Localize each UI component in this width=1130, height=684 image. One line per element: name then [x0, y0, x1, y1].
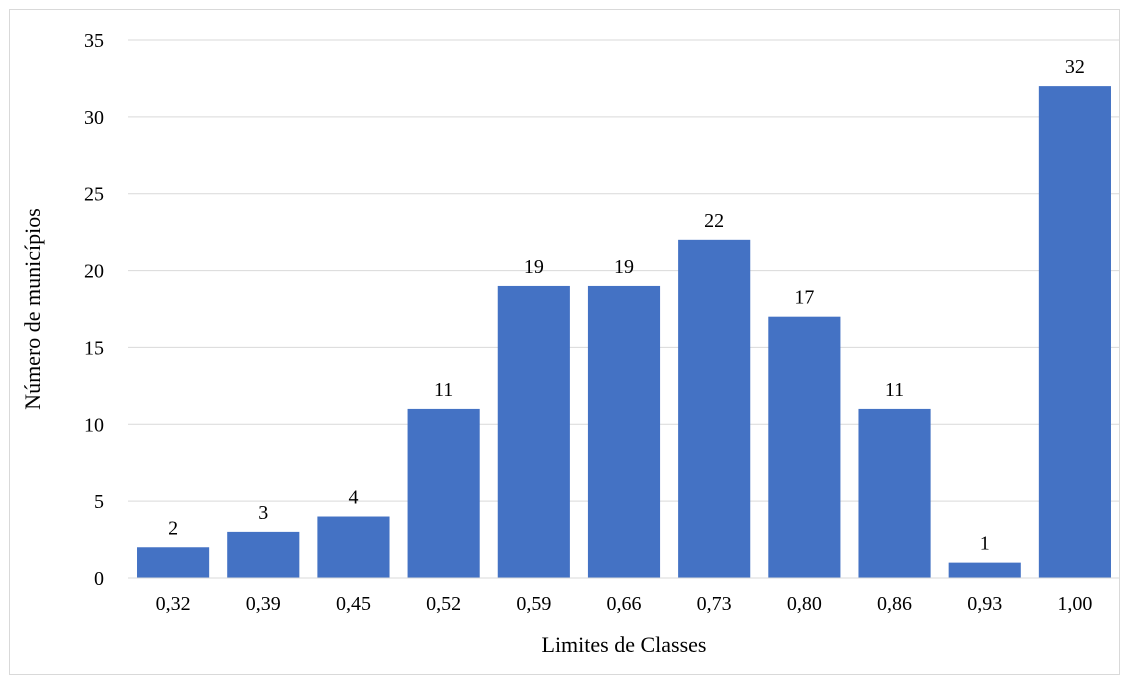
data-label: 19 [524, 256, 544, 278]
x-tick-label: 0,45 [336, 593, 371, 615]
x-tick-label: 0,93 [967, 593, 1002, 615]
x-tick-label: 0,66 [607, 593, 642, 615]
data-label: 22 [704, 210, 724, 232]
y-tick-label: 15 [84, 337, 104, 359]
y-tick-label: 5 [94, 491, 104, 513]
y-axis-title: Número de municípios [20, 208, 45, 410]
y-tick-label: 10 [84, 414, 104, 436]
data-label: 32 [1065, 56, 1085, 78]
data-label: 2 [168, 517, 178, 539]
data-label: 17 [794, 287, 814, 309]
bar [407, 408, 480, 578]
x-tick-label: 1,00 [1057, 593, 1092, 615]
y-tick-label: 30 [84, 107, 104, 129]
bar [768, 316, 841, 578]
x-tick-label: 0,32 [156, 593, 191, 615]
data-label: 11 [885, 379, 904, 401]
y-tick-label: 35 [84, 30, 104, 52]
x-tick-label: 0,86 [877, 593, 912, 615]
x-tick-label: 0,73 [697, 593, 732, 615]
x-tick-label: 0,39 [246, 593, 281, 615]
bar [858, 408, 931, 578]
y-axis-ticks: 0 5 10 15 20 25 30 35 [84, 30, 104, 590]
bar [587, 285, 661, 578]
data-label: 4 [348, 487, 358, 509]
bar [317, 516, 390, 578]
x-axis-ticks: 0,32 0,39 0,45 0,52 0,59 0,66 0,73 0,80 0,86 0,93… [156, 593, 1093, 615]
data-label: 19 [614, 256, 634, 278]
bar [497, 285, 570, 578]
data-label: 3 [258, 502, 268, 524]
bar [948, 562, 1021, 578]
data-label: 1 [980, 533, 990, 555]
bar [1038, 86, 1111, 578]
y-tick-label: 0 [94, 568, 104, 590]
y-tick-label: 20 [84, 261, 104, 283]
x-tick-label: 0,52 [426, 593, 461, 615]
gridlines [128, 39, 1120, 502]
x-tick-label: 0,59 [516, 593, 551, 615]
y-tick-label: 25 [84, 184, 104, 206]
x-tick-label: 0,80 [787, 593, 822, 615]
bar [227, 531, 300, 578]
bar [137, 547, 210, 578]
data-label: 11 [434, 379, 453, 401]
x-axis-title: Limites de Classes [542, 632, 707, 657]
bar [678, 239, 751, 579]
bars [137, 86, 1111, 579]
